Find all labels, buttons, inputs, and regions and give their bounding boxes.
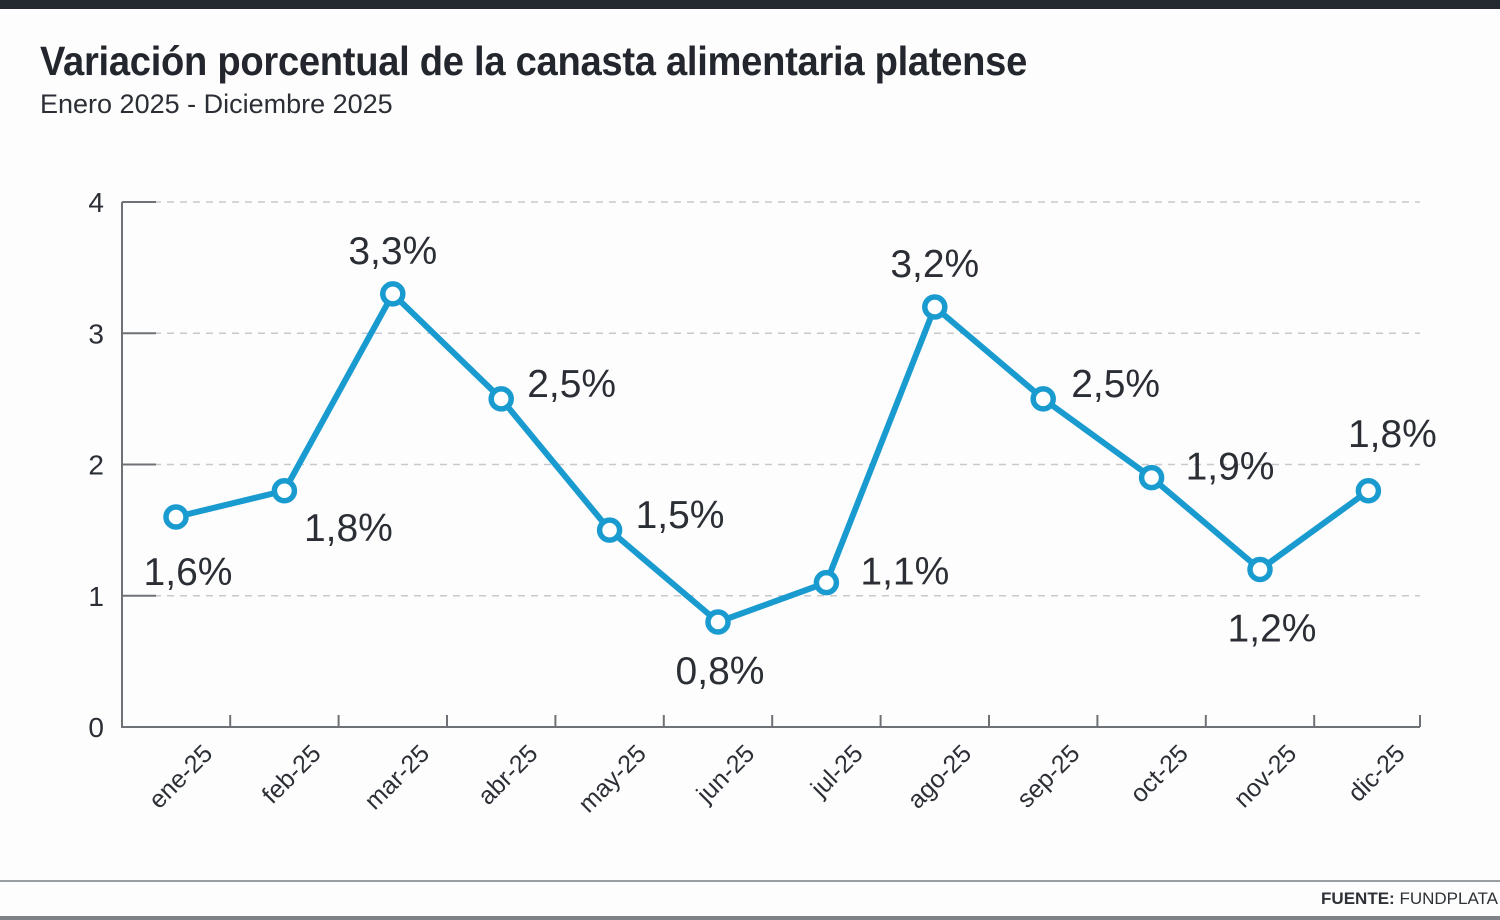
data-point [705, 609, 731, 635]
x-tick-label: jul-25 [805, 739, 869, 803]
gridlines [154, 201, 1420, 597]
y-tick-label: 1 [88, 581, 104, 612]
data-label: 1,9% [1186, 446, 1275, 489]
data-label: 2,5% [1071, 363, 1160, 406]
x-tick-label: ago-25 [902, 739, 977, 814]
data-point [163, 504, 189, 530]
data-label: 1,6% [144, 551, 233, 594]
data-point [271, 478, 298, 504]
data-point [1030, 386, 1056, 412]
x-tick-label: may-25 [573, 739, 652, 818]
footer-divider [0, 880, 1500, 882]
line-chart: 0 1 2 3 4 ene-25 feb-25 mar-25 abr-25 may-25 jun-2… [88, 187, 1437, 818]
data-point [922, 294, 948, 320]
data-label: 2,5% [527, 363, 616, 406]
data-point [1138, 464, 1165, 491]
data-label: 1,5% [636, 494, 725, 537]
source-value: FUNDPLATA [1399, 889, 1498, 908]
x-tick-label: abr-25 [473, 739, 544, 810]
source-credit: FUENTE: FUNDPLATA [1321, 889, 1498, 909]
data-point [1355, 478, 1382, 504]
data-label: 0,8% [676, 650, 765, 693]
footer-bottom-bar [0, 916, 1500, 920]
chart-subtitle: Enero 2025 - Diciembre 2025 [40, 89, 393, 119]
series-line [173, 290, 1372, 625]
x-tick-label: mar-25 [359, 739, 435, 815]
x-tick-label: jun-25 [691, 739, 761, 809]
data-label: 1,2% [1228, 608, 1317, 651]
x-tick-label: nov-25 [1228, 739, 1302, 813]
y-tick-label: 3 [88, 318, 104, 349]
data-point [596, 517, 623, 543]
chart-title: Variación porcentual de la canasta alime… [40, 38, 1028, 84]
data-label: 3,3% [348, 230, 437, 273]
series [163, 281, 1382, 635]
data-labels: 1,6% 1,8% 3,3% 2,5% 1,5% 0,8% 1,1% 3,2% 2,5% 1,9%… [144, 230, 1437, 693]
data-point [813, 569, 840, 596]
data-label: 1,1% [860, 551, 949, 594]
y-tick-label: 2 [88, 450, 104, 481]
data-point [488, 386, 514, 412]
x-tick-label: sep-25 [1012, 739, 1086, 813]
x-tick-label: ene-25 [143, 739, 218, 814]
x-tick-label: oct-25 [1125, 739, 1194, 808]
data-label: 3,2% [890, 243, 979, 286]
x-tick-label: feb-25 [257, 739, 327, 809]
y-tick-label: 4 [88, 187, 104, 218]
top-bar [0, 0, 1500, 9]
y-tick-label: 0 [88, 712, 104, 743]
data-label: 1,8% [1348, 413, 1437, 456]
data-point [1247, 556, 1273, 583]
x-tick-label: dic-25 [1343, 739, 1411, 807]
data-label: 1,8% [304, 507, 393, 550]
source-label: FUENTE: [1321, 889, 1395, 908]
data-point [380, 281, 406, 307]
